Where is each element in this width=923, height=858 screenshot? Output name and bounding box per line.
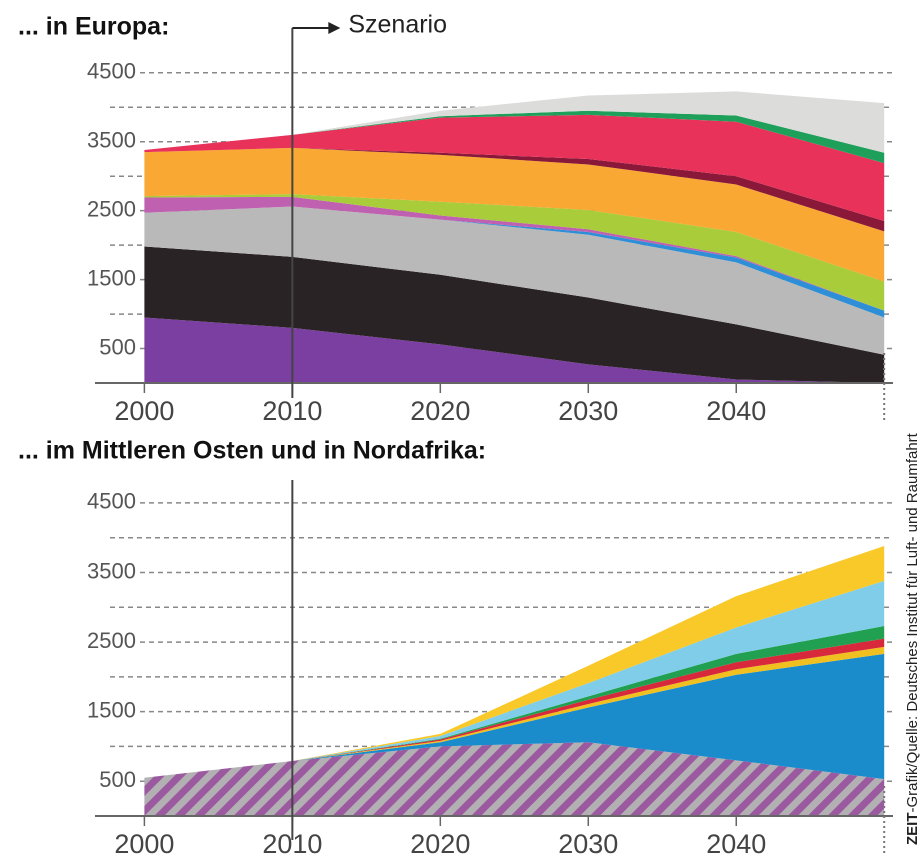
y-tick-label: 1500 [87, 697, 136, 722]
x-tick-label: 2010 [262, 396, 322, 426]
area [144, 196, 885, 311]
y-tick-label: 500 [99, 767, 136, 792]
y-tick-label: 1500 [87, 265, 136, 290]
y-tick-label: 3500 [87, 558, 136, 583]
chart-title: ... in Europa: [18, 13, 169, 41]
x-tick-label: 2000 [114, 829, 174, 858]
annotation: Szenario [348, 11, 447, 39]
area [144, 194, 885, 311]
arrow-head [328, 22, 341, 34]
x-tick-label: 2030 [558, 396, 618, 426]
area [144, 206, 885, 355]
source-bold: ZEIT [904, 813, 921, 846]
y-tick-label: 500 [99, 334, 136, 359]
source: ZEIT-Grafik/Quelle: Deutsches Institut f… [904, 432, 921, 845]
source-text: -Grafik/Quelle: Deutsches Institut für L… [904, 432, 921, 812]
area [144, 91, 885, 153]
y-tick-label: 4500 [87, 489, 136, 514]
area [144, 626, 885, 778]
x-tick-label: 2000 [114, 396, 174, 426]
x-tick-label: 2040 [706, 829, 766, 858]
x-tick-label: 2030 [558, 829, 618, 858]
area [144, 246, 885, 383]
area [144, 147, 885, 282]
area [144, 206, 885, 318]
y-tick-label: 4500 [87, 59, 136, 84]
x-tick-label: 2040 [706, 396, 766, 426]
area [144, 114, 885, 221]
area [144, 653, 885, 780]
x-tick-label: 2020 [410, 396, 470, 426]
x-tick-label: 2020 [410, 829, 470, 858]
y-tick-label: 3500 [87, 128, 136, 153]
area [144, 317, 885, 383]
y-tick-label: 2500 [87, 628, 136, 653]
chart-title: ... im Mittleren Osten und in Nordafrika… [18, 437, 486, 465]
area [144, 742, 885, 816]
y-tick-label: 2500 [87, 196, 136, 221]
area [144, 638, 885, 778]
area [144, 646, 885, 778]
